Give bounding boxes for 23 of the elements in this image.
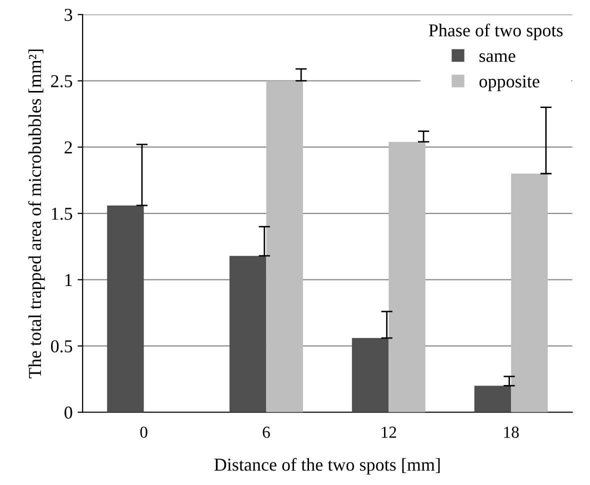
bar [266,80,303,412]
legend-label: opposite [479,75,540,92]
y-tick-label: 3 [64,8,72,21]
bar [107,205,144,412]
y-axis-title: The total trapped area of microbubbles [mm²] [28,50,45,378]
legend-title: Phase of two spots [428,24,563,40]
x-tick-label: 18 [504,426,519,438]
bar [511,174,548,412]
x-tick-label: 0 [140,426,148,438]
x-tick-label: 12 [382,426,396,438]
y-tick-label: 2 [64,141,72,154]
y-tick-label: 2.5 [51,75,72,88]
legend-label: same [480,53,516,62]
bar [388,142,426,412]
x-tick-label: 6 [262,426,270,438]
x-axis-title: Distance of the two spots [mm] [214,458,440,474]
y-tick-label: 1 [65,274,72,286]
y-tick-label: 0 [64,406,72,419]
bar [230,256,266,412]
bar [352,338,389,412]
y-tick-label: 0.5 [50,340,72,352]
y-tick-label: 1.5 [52,208,72,220]
bar [474,386,512,412]
